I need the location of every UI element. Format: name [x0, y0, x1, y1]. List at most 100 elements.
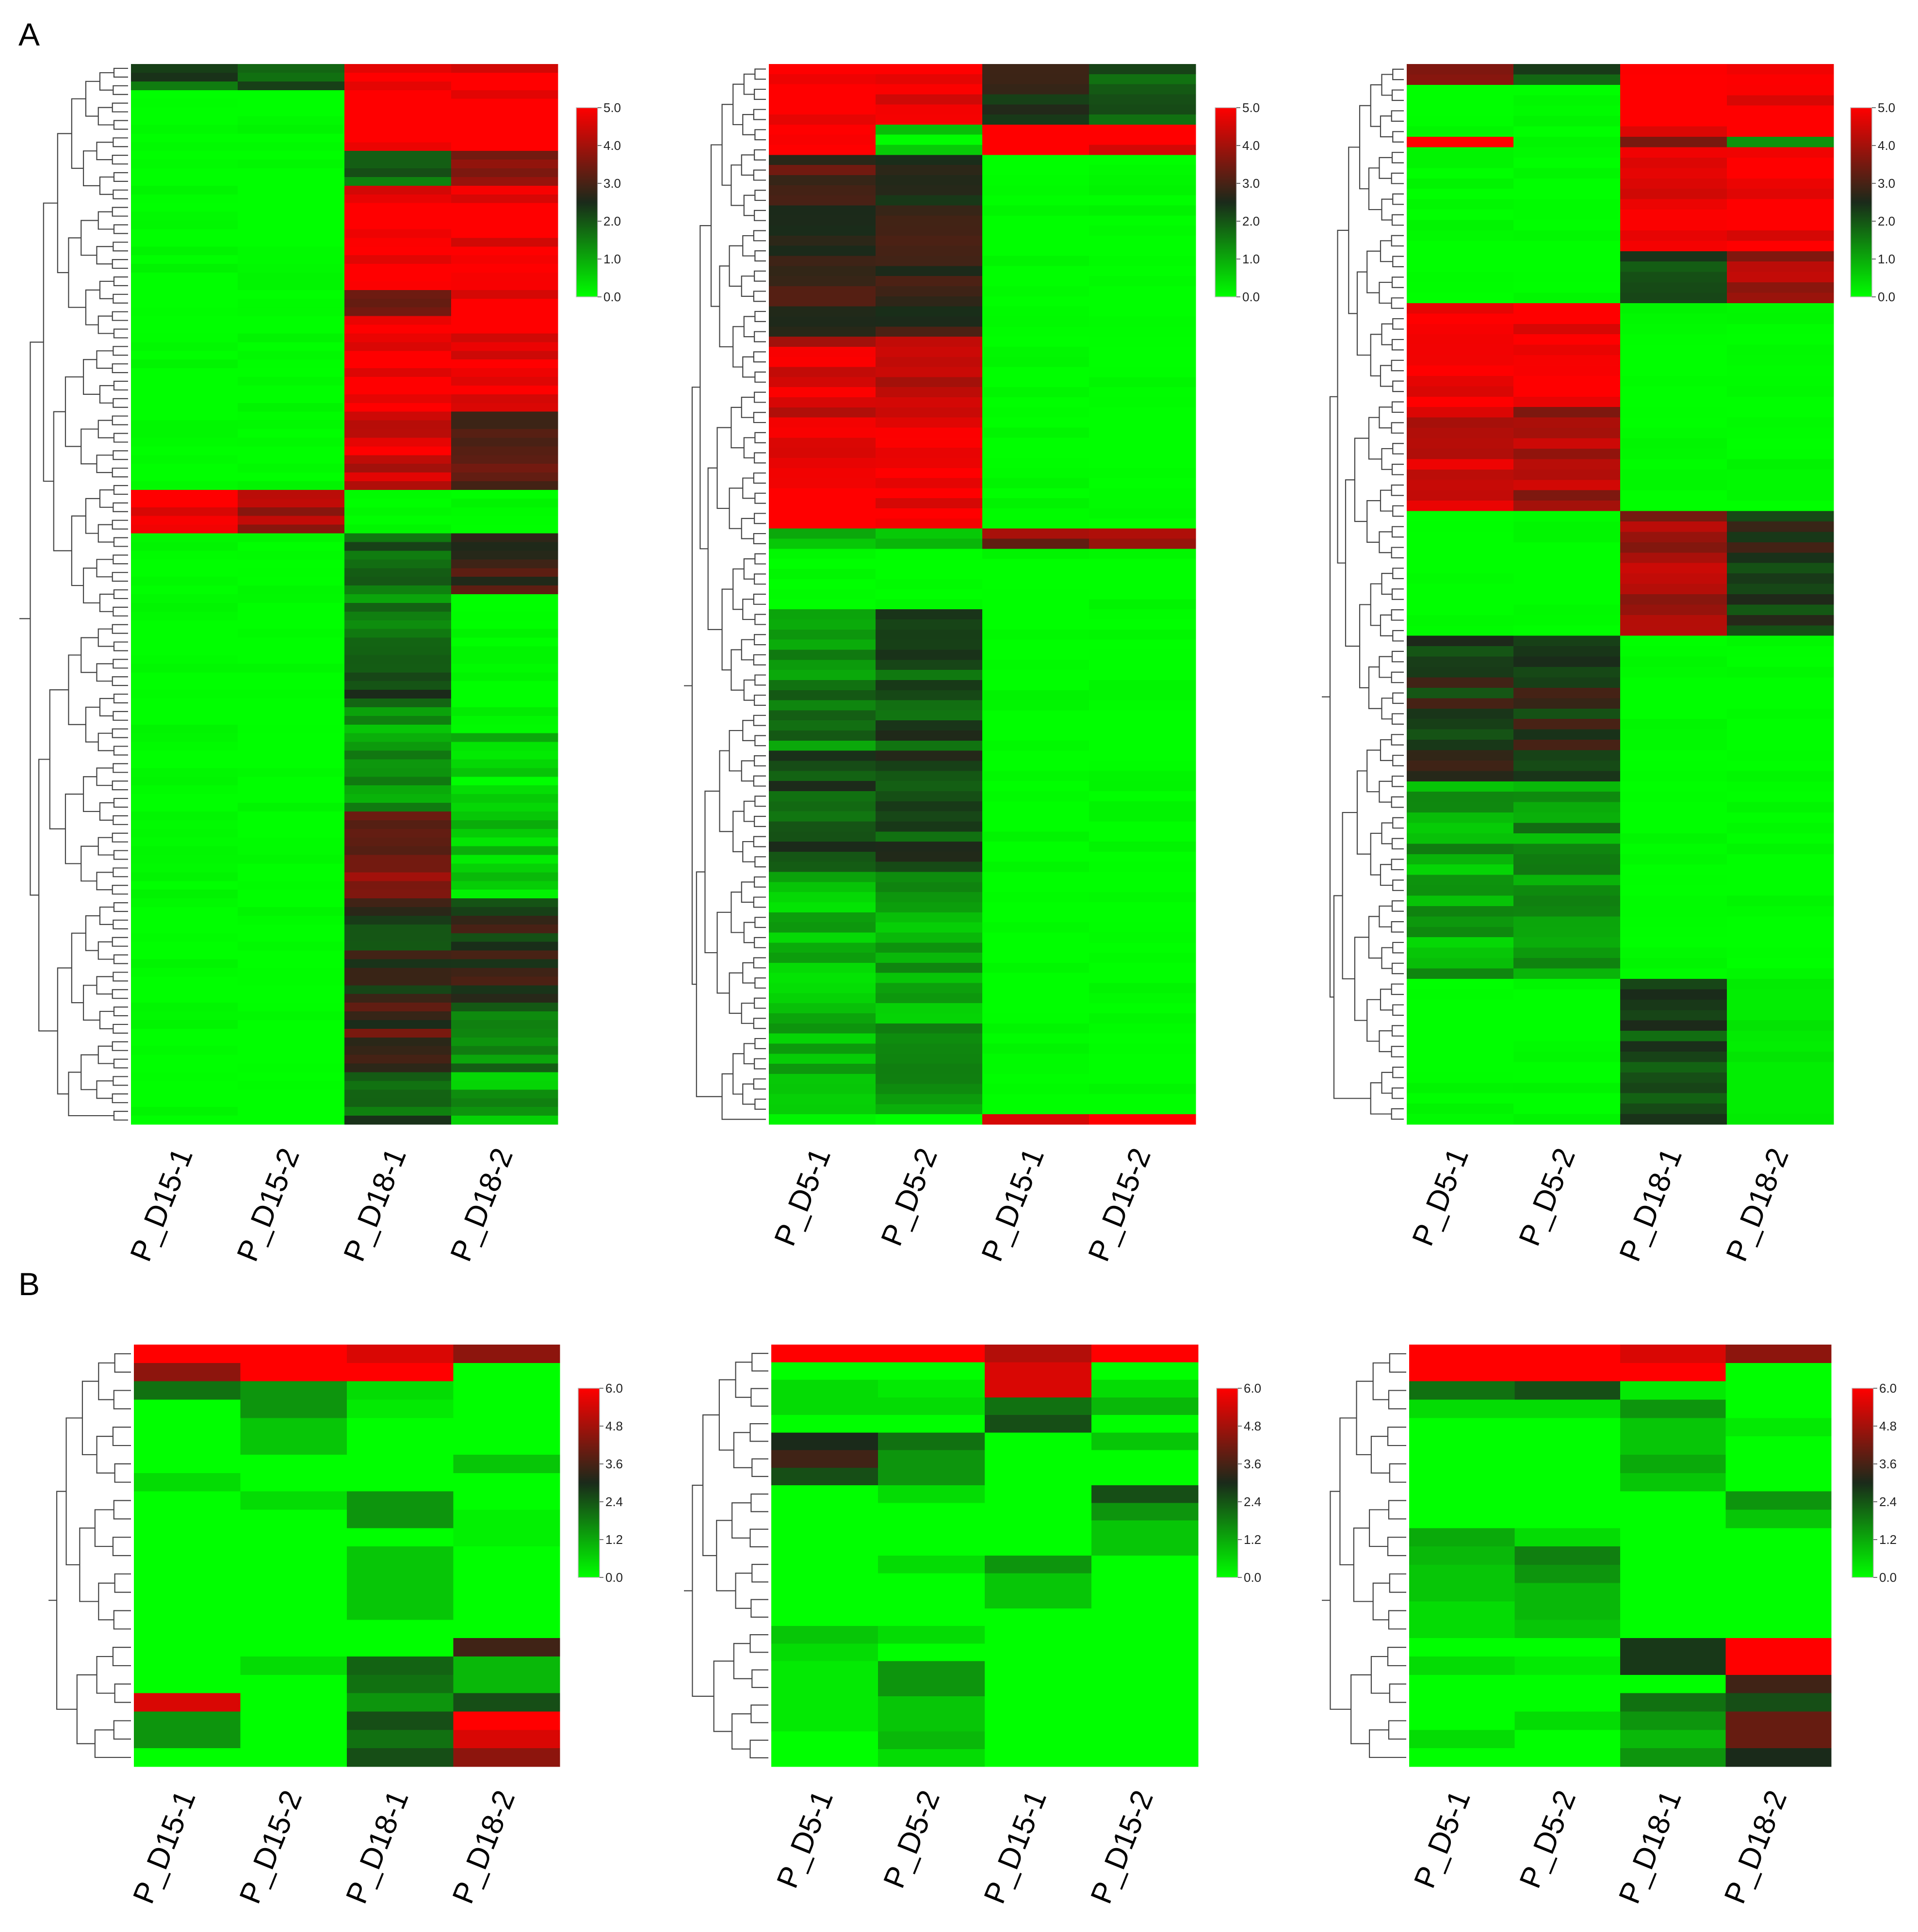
heatmap-cell — [771, 1643, 878, 1662]
heatmap-cell — [238, 281, 345, 291]
heatmap-cell — [451, 359, 558, 369]
heatmap-cell — [344, 568, 452, 577]
color-scale-tick-label: 1.0 — [603, 252, 621, 266]
heatmap-cell — [1620, 1381, 1726, 1400]
heatmap-cell — [982, 771, 1089, 781]
heatmap-cell — [344, 533, 452, 543]
heatmap-cell — [876, 468, 983, 479]
heatmap-cell — [769, 245, 876, 257]
heatmap-cell — [1620, 1656, 1726, 1675]
heatmap-cell — [769, 750, 876, 762]
heatmap-cell — [1727, 1114, 1834, 1125]
heatmap-cell — [1089, 104, 1196, 115]
heatmap-cell — [453, 1473, 560, 1492]
heatmap-cell — [769, 185, 876, 196]
heatmap-cell — [1620, 480, 1727, 491]
heatmap-cell — [1513, 875, 1621, 886]
heatmap-cell — [1513, 926, 1621, 938]
heatmap-cell — [769, 397, 876, 408]
heatmap-cell — [1513, 292, 1621, 304]
heatmap-cell — [238, 881, 345, 890]
heatmap-cell — [982, 1003, 1089, 1014]
heatmap-cell — [1089, 801, 1196, 812]
heatmap-cell — [769, 226, 876, 236]
heatmap-cell — [769, 84, 876, 95]
heatmap-cell — [238, 359, 345, 369]
heatmap-cell — [1409, 1491, 1515, 1510]
heatmap-cell — [771, 1626, 878, 1644]
heatmap-cell — [982, 619, 1089, 630]
heatmap-cell — [238, 777, 345, 786]
heatmap-cell — [451, 1089, 558, 1099]
heatmap-cell — [451, 464, 558, 473]
heatmap-cell — [1620, 355, 1727, 366]
heatmap-cell — [347, 1674, 454, 1694]
heatmap-cell — [238, 1046, 345, 1055]
heatmap-cell — [769, 427, 876, 438]
heatmap-cell — [1513, 84, 1621, 96]
heatmap-cell — [240, 1711, 347, 1730]
heatmap-cell — [134, 1711, 241, 1730]
heatmap-cell — [451, 959, 558, 969]
heatmap-cell — [876, 448, 983, 458]
heatmap-cell — [1409, 1583, 1515, 1602]
heatmap-cell — [771, 1678, 878, 1697]
heatmap-cell — [769, 912, 876, 923]
heatmap-cell — [769, 407, 876, 418]
heatmap-cell — [985, 1415, 1092, 1433]
heatmap-cell — [1407, 1010, 1514, 1021]
heatmap-cell — [344, 342, 452, 351]
heatmap-cell — [1727, 719, 1834, 730]
heatmap-cell — [982, 337, 1089, 347]
heatmap-cell — [238, 438, 345, 447]
heatmap-cell — [134, 1399, 241, 1418]
heatmap-cell — [134, 1436, 241, 1455]
heatmap-cell — [1513, 604, 1621, 616]
heatmap-cell — [982, 1023, 1089, 1034]
heatmap-cell — [876, 276, 983, 287]
heatmap-cell — [982, 801, 1089, 812]
heatmap-cell — [1089, 276, 1196, 287]
heatmap-cell — [1513, 168, 1621, 179]
heatmap-cell — [876, 821, 983, 832]
heatmap-cell — [344, 611, 452, 621]
heatmap-cell — [1089, 427, 1196, 438]
heatmap-cell — [1727, 303, 1834, 314]
heatmap-cell — [1409, 1748, 1515, 1767]
heatmap-cell — [982, 155, 1089, 165]
heatmap-cell — [769, 448, 876, 458]
heatmap-cell — [1089, 932, 1196, 943]
heatmap-cell — [451, 98, 558, 108]
heatmap-cell — [1407, 823, 1514, 834]
heatmap-cell — [1727, 251, 1834, 262]
heatmap-cell — [982, 266, 1089, 276]
heatmap-cell — [769, 629, 876, 640]
heatmap-cell — [1727, 937, 1834, 948]
heatmap-cell — [1513, 989, 1621, 1000]
heatmap-cell — [1089, 397, 1196, 408]
heatmap-cell — [769, 831, 876, 842]
heatmap-cell — [876, 478, 983, 488]
heatmap-cell — [451, 507, 558, 517]
heatmap-cell — [1620, 74, 1727, 85]
heatmap-cell — [344, 351, 452, 360]
heatmap-cell — [1407, 147, 1514, 158]
heatmap-cell — [1089, 740, 1196, 751]
heatmap-cell — [1620, 1711, 1726, 1730]
heatmap-cell — [1620, 740, 1727, 751]
heatmap-cell — [1089, 498, 1196, 509]
heatmap-cell — [769, 1033, 876, 1044]
heatmap-cell — [131, 551, 238, 560]
heatmap-cell — [769, 589, 876, 600]
heatmap-cell — [344, 1063, 452, 1073]
heatmap-cell — [876, 1054, 983, 1064]
heatmap-cell — [1620, 906, 1727, 917]
heatmap-cell — [1620, 552, 1727, 564]
heatmap-cell — [985, 1696, 1092, 1714]
heatmap-cell — [451, 620, 558, 630]
heatmap-cell — [1620, 677, 1727, 688]
heatmap-cell — [238, 368, 345, 377]
heatmap-cell — [1727, 573, 1834, 584]
heatmap-cell — [769, 811, 876, 822]
heatmap-cell — [131, 472, 238, 482]
